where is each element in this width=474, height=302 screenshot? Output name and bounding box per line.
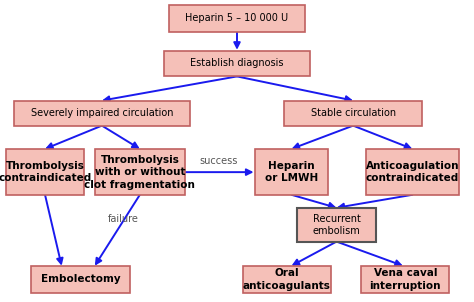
Text: Establish diagnosis: Establish diagnosis xyxy=(190,58,284,69)
FancyBboxPatch shape xyxy=(255,149,328,195)
Text: Thrombolysis
with or without
clot fragmentation: Thrombolysis with or without clot fragme… xyxy=(84,155,195,190)
Text: Heparin
or LMWH: Heparin or LMWH xyxy=(265,161,318,183)
FancyBboxPatch shape xyxy=(361,266,449,293)
Text: Vena caval
interruption: Vena caval interruption xyxy=(370,268,441,291)
FancyBboxPatch shape xyxy=(6,149,84,195)
FancyBboxPatch shape xyxy=(366,149,459,195)
FancyBboxPatch shape xyxy=(170,5,304,32)
Text: Stable circulation: Stable circulation xyxy=(310,108,396,118)
FancyBboxPatch shape xyxy=(95,149,185,195)
Text: Heparin 5 – 10 000 U: Heparin 5 – 10 000 U xyxy=(185,13,289,23)
FancyBboxPatch shape xyxy=(298,208,375,242)
FancyBboxPatch shape xyxy=(284,101,422,126)
Text: Oral
anticoagulants: Oral anticoagulants xyxy=(243,268,331,291)
Text: Anticoagulation
contraindicated: Anticoagulation contraindicated xyxy=(365,161,459,183)
Text: failure: failure xyxy=(108,214,139,224)
FancyBboxPatch shape xyxy=(164,50,310,76)
Text: Recurrent
embolism: Recurrent embolism xyxy=(312,214,361,236)
Text: success: success xyxy=(200,156,238,166)
FancyBboxPatch shape xyxy=(243,266,331,293)
FancyBboxPatch shape xyxy=(14,101,190,126)
Text: Thrombolysis
contraindicated: Thrombolysis contraindicated xyxy=(0,161,91,183)
Text: Embolectomy: Embolectomy xyxy=(41,274,120,284)
FancyBboxPatch shape xyxy=(31,266,130,293)
Text: Severely impaired circulation: Severely impaired circulation xyxy=(31,108,173,118)
